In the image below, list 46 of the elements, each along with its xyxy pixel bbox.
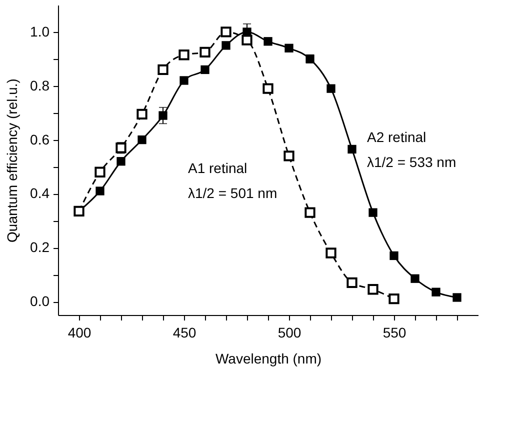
point [432, 288, 440, 296]
point [410, 274, 420, 283]
y-tick-label: 0.2 [30, 239, 50, 256]
point [388, 293, 400, 304]
point [452, 293, 462, 302]
x-axis-title: Wavelength (nm) [215, 350, 322, 366]
point [200, 46, 210, 58]
x-tick-label: 450 [172, 324, 196, 340]
annotation: λ1/2 = 533 nm [367, 154, 456, 170]
point [138, 135, 146, 144]
point [158, 64, 168, 76]
annotation: A2 retinal [367, 129, 426, 145]
point [158, 111, 168, 120]
point [180, 76, 188, 85]
point [200, 65, 210, 74]
point [116, 157, 126, 166]
x-tick-label: 500 [278, 324, 302, 340]
point [284, 44, 294, 52]
annotation: A1 retinal [188, 160, 248, 176]
y-axis-title: Quantum efficiency (rel.u.) [4, 78, 20, 242]
point [390, 251, 398, 260]
point [242, 34, 252, 46]
y-tick-label: 1.0 [30, 23, 50, 40]
point [136, 108, 148, 120]
point [96, 186, 104, 196]
point [348, 144, 356, 154]
point [178, 50, 190, 60]
y-tick-label: 0.0 [30, 293, 50, 310]
point [264, 37, 272, 46]
y-tick-label: 0.6 [30, 131, 50, 148]
point [284, 150, 294, 162]
point [326, 84, 336, 93]
point [368, 284, 378, 295]
point [94, 166, 106, 178]
point [368, 208, 378, 217]
x-tick-label: 550 [382, 324, 406, 340]
y-tick-label: 0.8 [30, 77, 50, 94]
point [222, 41, 230, 50]
point [262, 83, 274, 94]
point [326, 248, 336, 258]
point [346, 277, 358, 288]
point [220, 26, 232, 38]
annotation: λ1/2 = 501 nm [188, 185, 278, 201]
x-tick-label: 400 [68, 324, 92, 340]
y-tick-label: 0.4 [30, 185, 50, 202]
point [304, 207, 316, 218]
